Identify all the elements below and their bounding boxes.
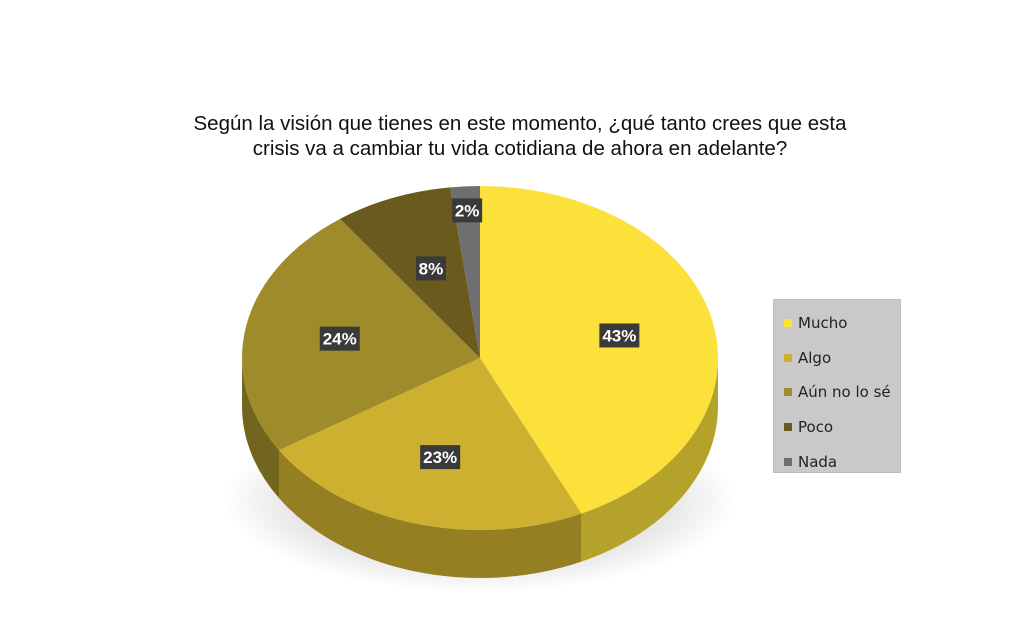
pie-side-mucho (581, 358, 718, 562)
legend-label-aun-no-lo-se: Aún no lo sé (798, 383, 891, 402)
legend-swatch-poco (784, 423, 792, 432)
pie-slice-algo (279, 358, 582, 530)
data-label-box-algo (420, 445, 461, 470)
data-label-text-poco: 8% (419, 259, 444, 278)
legend-label-mucho: Mucho (798, 314, 848, 333)
pie-slice-poco (340, 187, 480, 358)
pie-side-algo (279, 450, 582, 578)
chart-title-line-1: Según la visión que tienes en este momen… (193, 112, 847, 135)
legend-swatch-aun-no-lo-se (784, 388, 792, 397)
legend-item-algo: Algo (784, 341, 900, 376)
pie-slice-mucho (480, 186, 718, 514)
data-label-box-poco (415, 256, 446, 281)
legend-swatch-nada (784, 457, 792, 466)
legend-item-poco: Poco (784, 410, 900, 445)
data-label-box-aun-no-lo-se (319, 326, 360, 351)
data-label-box-mucho (599, 323, 640, 348)
data-label-algo: 23% (420, 445, 461, 470)
data-label-aun-no-lo-se: 24% (319, 326, 360, 351)
pie-slices (242, 186, 718, 530)
legend-swatch-algo (784, 353, 792, 362)
legend: Mucho Algo Aún no lo sé Poco Nada (773, 299, 901, 473)
legend-item-mucho: Mucho (784, 306, 900, 341)
pie-slice-aun-no-lo-se (242, 218, 480, 451)
data-label-text-nada: 2% (455, 201, 480, 220)
data-label-text-algo: 23% (423, 448, 457, 467)
data-label-text-aun-no-lo-se: 24% (323, 330, 357, 349)
data-label-nada: 2% (452, 198, 483, 223)
chart-title-line-2: crisis va a cambiar tu vida cotidiana de… (252, 137, 788, 160)
data-label-mucho: 43% (599, 323, 640, 348)
legend-label-nada: Nada (798, 452, 838, 471)
data-label-text-mucho: 43% (602, 326, 636, 345)
chart-title: Según la visión que tienes en este momen… (150, 111, 890, 161)
data-label-box-nada (452, 198, 483, 223)
legend-label-poco: Poco (798, 418, 834, 437)
legend-item-nada: Nada (784, 444, 900, 479)
pie-side-aun-no-lo-se (242, 358, 280, 499)
pie-slice-nada (450, 186, 480, 358)
legend-swatch-mucho (784, 319, 792, 328)
legend-label-algo: Algo (798, 348, 832, 367)
pie-sides (242, 358, 718, 578)
legend-item-aun-no-lo-se: Aún no lo sé (784, 375, 900, 410)
data-label-poco: 8% (415, 256, 446, 281)
pie-data-labels: 43% 23% 24% 8% 2% (319, 198, 640, 470)
